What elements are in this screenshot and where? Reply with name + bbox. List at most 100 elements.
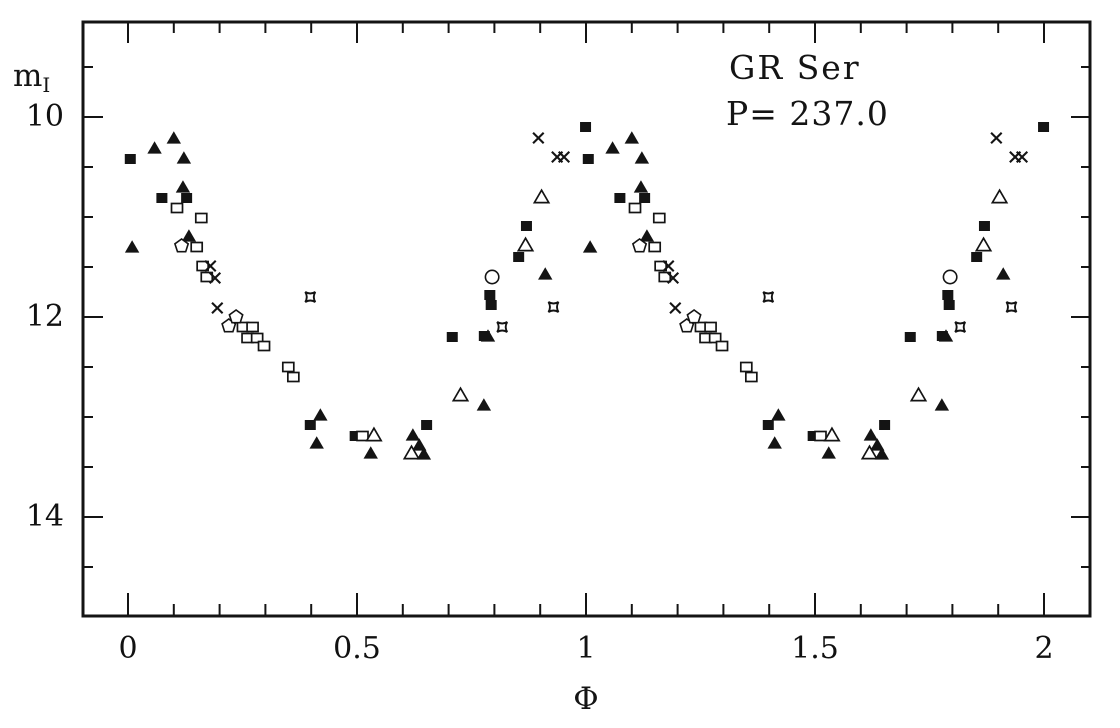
marker-open-square xyxy=(356,430,369,442)
marker-filled-square xyxy=(942,290,954,300)
series-filled-triangle xyxy=(124,131,1011,460)
y-tick-label: 12 xyxy=(25,299,64,334)
marker-open-square xyxy=(704,321,717,333)
y-axis-label-symbol: m xyxy=(13,58,43,94)
marker-filled-square xyxy=(421,420,433,430)
marker-filled-triangle xyxy=(582,240,598,253)
marker-open-triangle xyxy=(823,426,841,442)
marker-open-triangle xyxy=(451,386,470,402)
marker-filled-triangle xyxy=(538,267,553,280)
series-open-square xyxy=(170,202,827,442)
marker-filled-triangle xyxy=(821,446,836,459)
marker-filled-triangle xyxy=(309,436,324,449)
marker-filled-triangle xyxy=(166,131,181,144)
marker-filled-square xyxy=(124,154,136,164)
series-open-triangle xyxy=(365,188,1009,460)
marker-open-circle xyxy=(942,269,958,285)
marker-filled-square xyxy=(349,431,361,441)
marker-filled-triangle xyxy=(624,131,639,144)
marker-filled-square xyxy=(582,154,594,164)
marker-open-square xyxy=(739,361,753,373)
marker-filled-square xyxy=(807,431,819,441)
marker-filled-square xyxy=(485,300,497,310)
marker-open-square xyxy=(250,332,264,344)
marker-open-square xyxy=(286,371,300,383)
marker-filled-triangle xyxy=(480,329,496,342)
marker-filled-square xyxy=(971,252,983,262)
marker-open-square xyxy=(628,202,642,214)
marker-filled-triangle xyxy=(870,438,885,451)
marker-four-point-star xyxy=(547,301,560,313)
marker-open-square xyxy=(652,212,666,224)
marker-filled-triangle xyxy=(771,408,786,421)
marker-filled-triangle xyxy=(147,141,162,154)
marker-filled-square xyxy=(181,193,193,203)
marker-filled-square xyxy=(513,252,525,262)
marker-open-triangle xyxy=(402,444,421,460)
series-open-pentagon xyxy=(173,238,702,333)
marker-filled-triangle xyxy=(934,398,950,411)
marker-filled-square xyxy=(879,420,891,430)
marker-filled-triangle xyxy=(313,408,328,421)
marker-filled-triangle xyxy=(639,229,655,242)
y-tick-label: 10 xyxy=(25,99,64,134)
marker-filled-triangle xyxy=(634,151,650,164)
marker-filled-triangle xyxy=(405,428,421,441)
marker-filled-square xyxy=(904,332,916,342)
marker-filled-square xyxy=(484,290,496,300)
x-tick-label: 0.5 xyxy=(333,631,381,666)
x-tick-label: 1 xyxy=(576,631,596,666)
marker-filled-square xyxy=(446,332,458,342)
marker-open-triangle xyxy=(909,386,928,402)
marker-open-square xyxy=(170,202,184,214)
axis-ticks xyxy=(83,22,1090,616)
marker-filled-triangle xyxy=(363,446,378,459)
marker-open-square xyxy=(814,430,827,442)
series-filled-square xyxy=(124,122,1050,441)
marker-open-triangle xyxy=(990,188,1009,204)
x-axis-label: Φ xyxy=(573,681,599,717)
marker-filled-square xyxy=(762,420,774,430)
marker-filled-triangle xyxy=(633,180,649,193)
y-tick-label: 14 xyxy=(25,499,64,534)
marker-open-triangle xyxy=(516,236,535,252)
marker-open-triangle xyxy=(365,426,383,442)
marker-filled-square xyxy=(943,300,955,310)
marker-filled-triangle xyxy=(476,398,492,411)
marker-filled-square xyxy=(304,420,316,430)
marker-filled-triangle xyxy=(874,447,890,460)
marker-open-square xyxy=(257,340,271,352)
marker-open-square xyxy=(648,241,662,253)
marker-open-circle xyxy=(484,269,500,285)
marker-four-point-star xyxy=(496,321,509,333)
marker-open-square xyxy=(281,361,295,373)
marker-open-square xyxy=(196,260,210,272)
y-axis-label: mI xyxy=(13,58,50,97)
marker-open-triangle xyxy=(860,444,879,460)
marker-open-square xyxy=(246,321,259,333)
series-x-cross xyxy=(204,131,1029,315)
marker-filled-triangle xyxy=(938,329,954,342)
marker-filled-triangle xyxy=(181,229,197,242)
marker-filled-square xyxy=(156,193,168,203)
x-tick-label: 2 xyxy=(1034,631,1054,666)
marker-filled-triangle xyxy=(412,438,427,451)
marker-open-triangle xyxy=(974,236,993,252)
marker-four-point-star xyxy=(304,291,317,303)
series-four-point-star xyxy=(304,291,1018,333)
marker-open-triangle xyxy=(532,188,551,204)
marker-open-square xyxy=(194,212,208,224)
marker-open-square xyxy=(190,241,204,253)
marker-filled-triangle xyxy=(605,141,620,154)
marker-open-square xyxy=(654,260,668,272)
chart-title: GR Ser xyxy=(729,48,861,87)
marker-filled-triangle xyxy=(176,151,192,164)
marker-filled-square xyxy=(978,221,990,231)
marker-four-point-star xyxy=(1005,301,1018,313)
marker-filled-square xyxy=(520,221,532,231)
marker-filled-square xyxy=(1038,122,1050,132)
y-axis-label-subscript: I xyxy=(42,73,51,97)
marker-filled-triangle xyxy=(416,447,432,460)
x-tick-label: 0 xyxy=(118,631,138,666)
